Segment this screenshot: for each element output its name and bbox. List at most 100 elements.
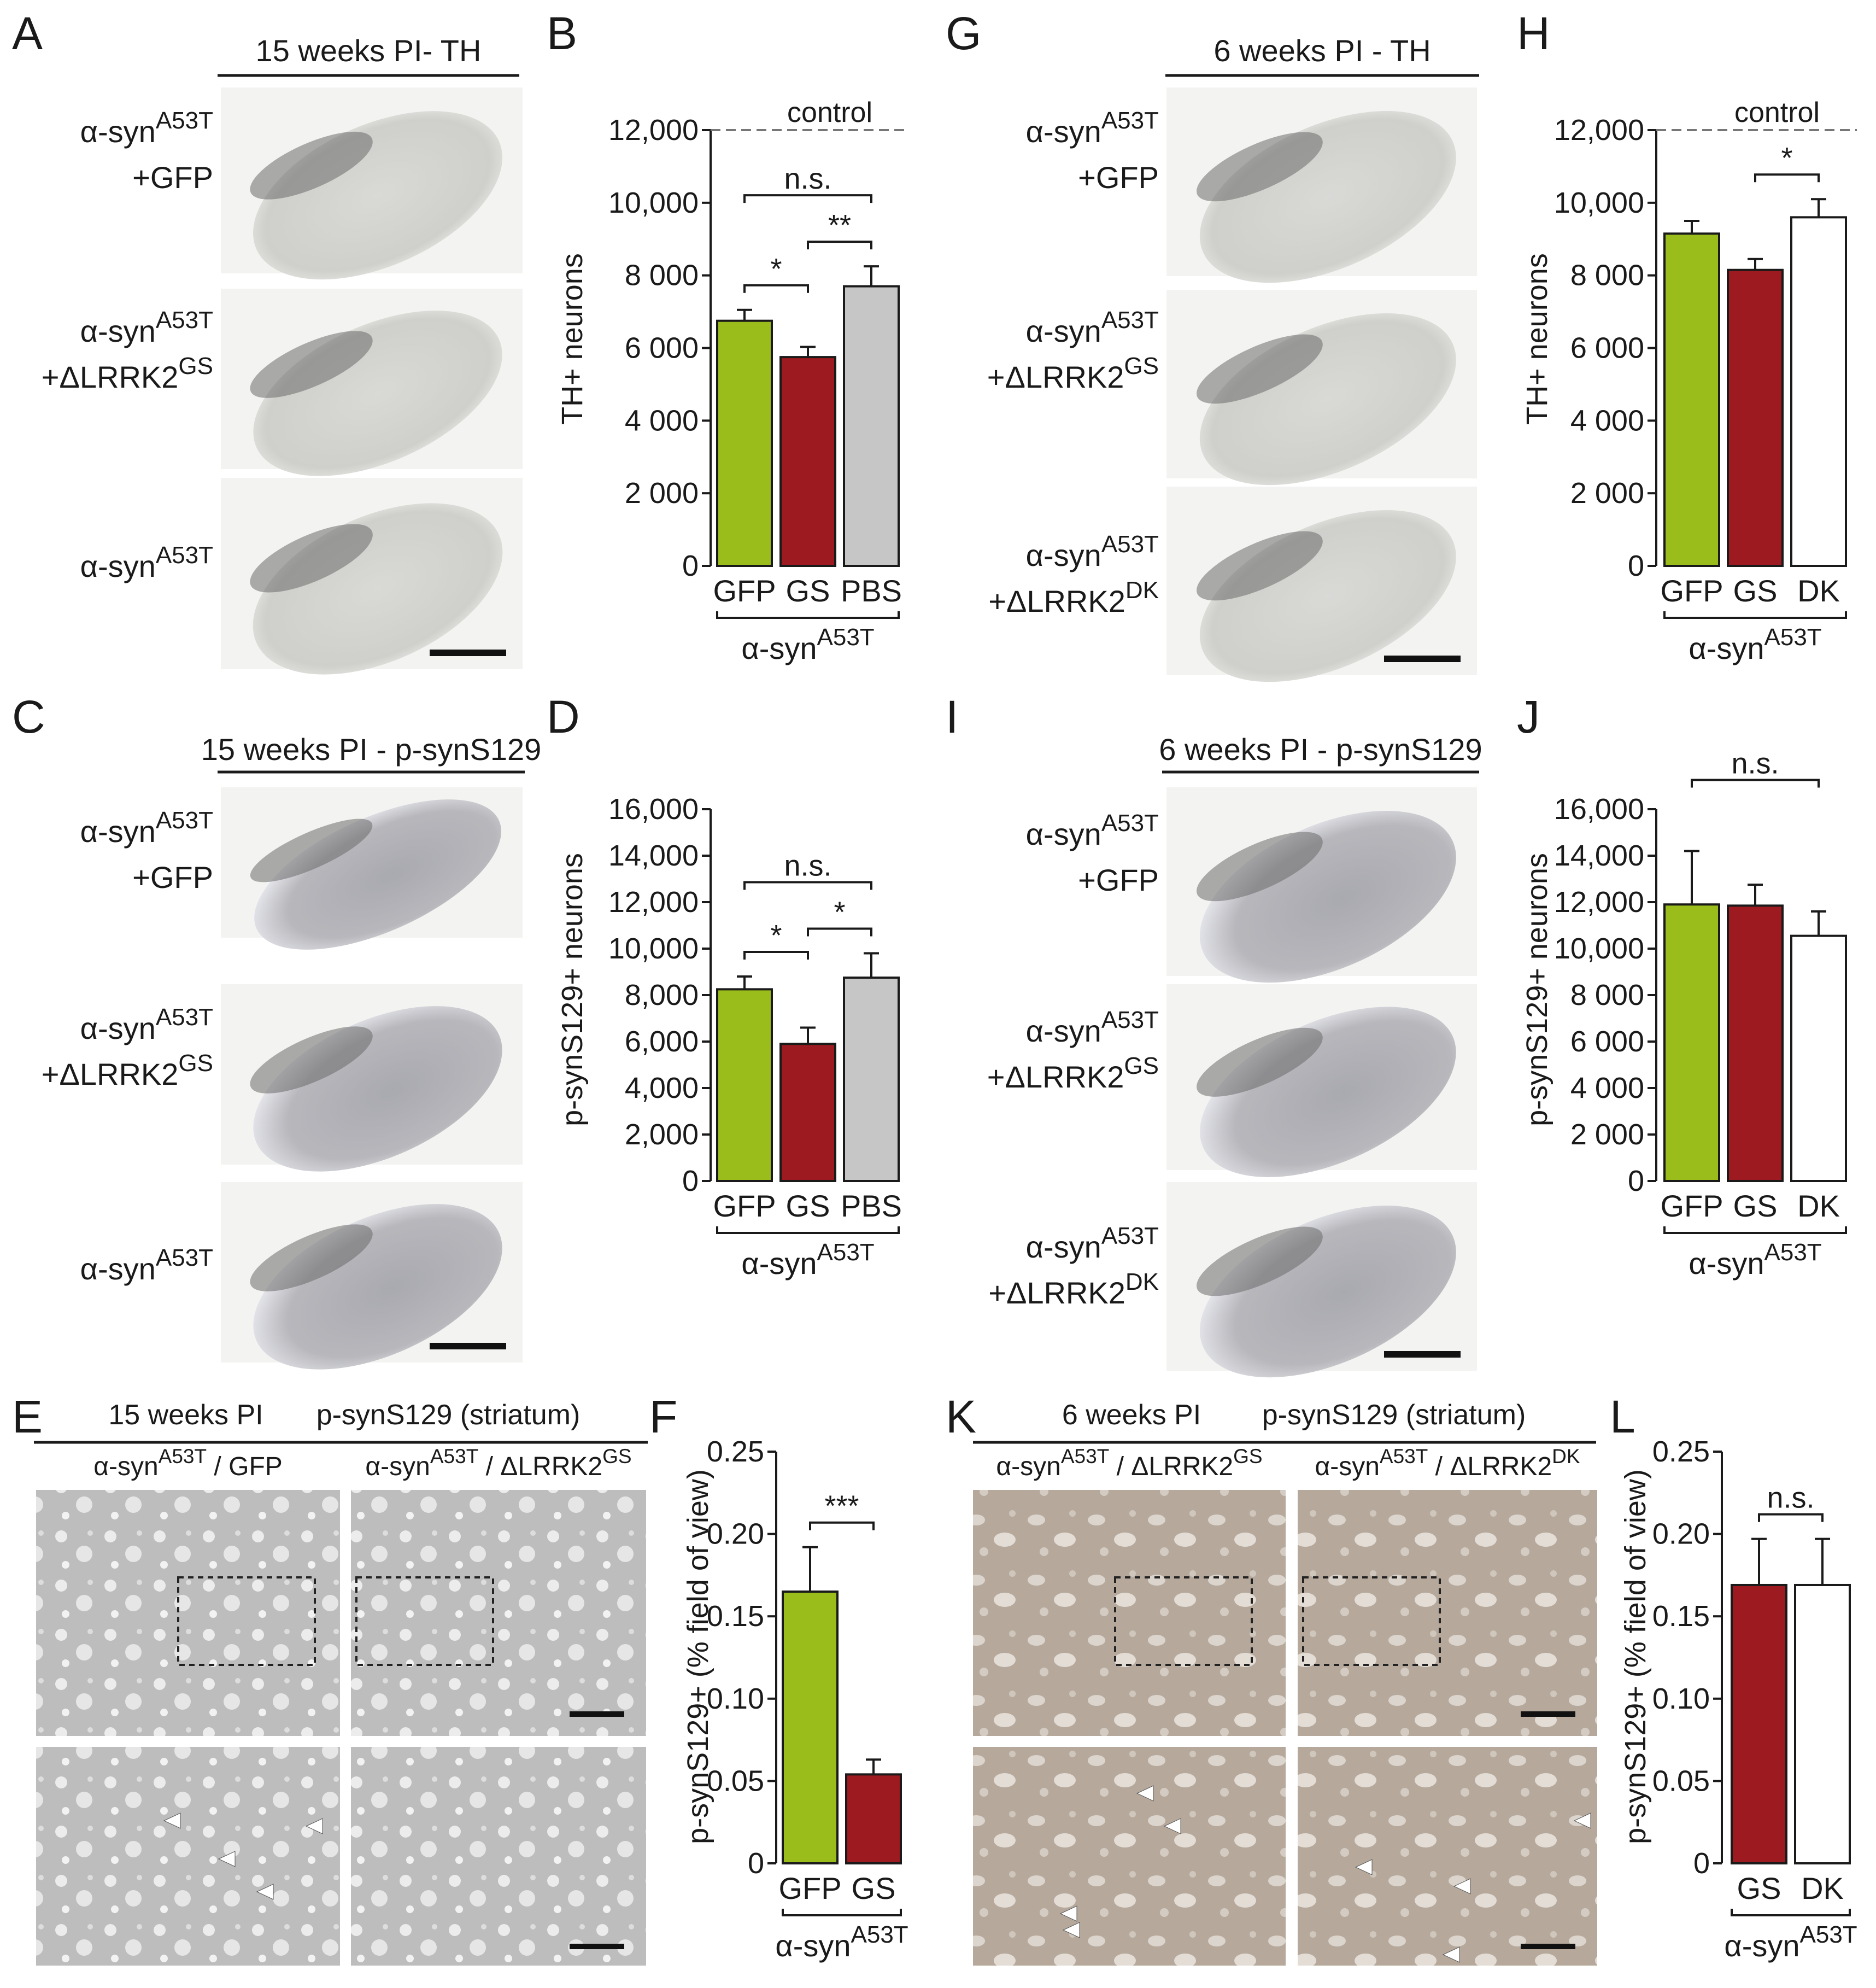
significance-bracket xyxy=(743,194,872,203)
row-label: α-synA53T xyxy=(80,107,213,149)
y-tick-label: 6 000 xyxy=(625,332,699,365)
y-tick-label: 8 000 xyxy=(625,259,699,292)
dense-staining-band xyxy=(250,1026,373,1094)
x-tick-label: GS xyxy=(786,1189,830,1223)
y-tick-label: 12,000 xyxy=(1554,114,1644,147)
panel-letter-l: L xyxy=(1610,1391,1635,1442)
striatum-image xyxy=(1298,1490,1597,1736)
x-tick-label: GS xyxy=(1737,1871,1781,1905)
dense-staining-band xyxy=(1197,1027,1323,1097)
arrowhead-marker xyxy=(1163,1818,1181,1834)
panel-e: E 15 weeks PI p-synS129 (striatum) α-synA53… xyxy=(12,1391,648,1966)
bar-dk xyxy=(1790,216,1847,567)
micrograph-row: α-synA53T +GFP xyxy=(80,787,523,950)
bar-gfp xyxy=(1663,232,1720,568)
control-label: control xyxy=(787,97,872,128)
x-tick-label: GFP xyxy=(713,574,776,608)
y-tick-label: 2 000 xyxy=(1570,1118,1644,1151)
striatum-image xyxy=(36,1490,340,1736)
y-tick-label: 0.20 xyxy=(1652,1518,1710,1551)
row-label: α-synA53T xyxy=(80,307,213,348)
y-tick-label: 0 xyxy=(682,1165,699,1197)
panel-g: G 6 weeks PI - TH α-synA53T +GFP α-synA53T +Δ… xyxy=(946,8,1479,682)
bar-gfp xyxy=(716,319,773,567)
dense-staining-band xyxy=(250,818,373,882)
y-axis-label: p-synS129+ neurons xyxy=(556,853,589,1126)
significance-label: n.s. xyxy=(784,162,831,195)
column-label: α-synA53T / ΔLRRK2GS xyxy=(996,1445,1262,1481)
y-tick-label: 0 xyxy=(748,1847,764,1880)
y-tick-label: 8,000 xyxy=(625,979,699,1011)
group-label: α-synA53T xyxy=(1724,1921,1857,1963)
group-bracket xyxy=(1663,611,1847,619)
dense-staining-band xyxy=(1197,832,1323,902)
panel-letter-i: I xyxy=(946,691,958,742)
striatum-inset-image xyxy=(1298,1747,1597,1966)
y-tick-label: 2,000 xyxy=(625,1118,699,1151)
y-tick-label: 6 000 xyxy=(1570,332,1644,365)
panel-title-g: 6 weeks PI - TH xyxy=(1213,33,1431,68)
dense-staining-band xyxy=(1197,1226,1323,1296)
row-label-line2: +ΔLRRK2DK xyxy=(988,1268,1159,1310)
panel-title-c: 15 weeks PI - p-synS129 xyxy=(201,732,542,767)
y-tick-label: 16,000 xyxy=(608,793,699,826)
inset-box xyxy=(177,1576,316,1666)
significance-bracket xyxy=(807,241,872,250)
arrowhead-marker xyxy=(256,1884,274,1900)
y-axis-label: p-synS129+ (% field of view) xyxy=(1619,1469,1652,1844)
bar-gfp xyxy=(782,1591,839,1865)
micrograph-row: α-synA53T xyxy=(80,478,523,675)
group-bracket xyxy=(716,611,900,619)
y-axis-label: p-synS129+ neurons xyxy=(1521,853,1553,1126)
significance-label: * xyxy=(834,896,845,929)
group-label: α-synA53T xyxy=(1689,624,1821,665)
significance-label: n.s. xyxy=(1731,747,1779,780)
significance-label: * xyxy=(770,253,782,285)
panel-title-a: 15 weeks PI- TH xyxy=(256,33,482,68)
y-tick-label: 0.15 xyxy=(707,1600,764,1633)
y-tick-label: 0 xyxy=(1628,1165,1644,1197)
dense-staining-band xyxy=(250,524,373,593)
micrograph-row: α-synA53T+ΔLRRK2DK xyxy=(988,1182,1477,1378)
significance-bracket xyxy=(743,881,872,890)
y-tick-label: 12,000 xyxy=(608,886,699,919)
x-tick-label: GS xyxy=(852,1871,896,1905)
y-tick-label: 10,000 xyxy=(1554,186,1644,219)
arrowhead-marker xyxy=(305,1818,323,1834)
group-label: α-synA53T xyxy=(741,1239,874,1280)
control-label: control xyxy=(1734,97,1820,128)
significance-bracket xyxy=(1691,779,1820,788)
group-bracket xyxy=(716,1226,900,1234)
significance-bracket xyxy=(807,927,872,937)
y-tick-label: 14,000 xyxy=(1554,839,1644,872)
y-tick-label: 10,000 xyxy=(608,186,699,219)
inset-box xyxy=(1302,1576,1441,1666)
group-label: α-synA53T xyxy=(741,624,874,665)
micrograph-row: α-synA53T +ΔLRRK2GS xyxy=(42,289,523,476)
panel-a: A 15 weeks PI- TH α-synA53T +GFP α-synA53T +Δ… xyxy=(12,8,523,675)
row-label: α-synA53T xyxy=(80,807,213,849)
y-tick-label: 8 000 xyxy=(1570,979,1644,1011)
panel-i: I6 weeks PI - p-synS129α-synA53T+GFPα-sy… xyxy=(946,691,1482,1378)
y-axis-label: TH+ neurons xyxy=(1521,253,1553,425)
bar-pbs xyxy=(843,285,900,567)
panel-letter-h: H xyxy=(1517,8,1550,59)
y-tick-label: 0.05 xyxy=(1652,1764,1710,1797)
inset-box xyxy=(1114,1576,1253,1666)
striatum-image xyxy=(973,1490,1286,1736)
significance-label: n.s. xyxy=(1767,1482,1814,1515)
substantia-nigra-tissue xyxy=(254,799,501,950)
y-tick-label: 0 xyxy=(682,549,699,582)
significance-label: ** xyxy=(828,209,851,242)
y-tick-label: 6 000 xyxy=(1570,1025,1644,1058)
row-label: α-synA53T xyxy=(80,1004,213,1045)
x-tick-label: GS xyxy=(1733,1189,1778,1223)
panel-letter-e: E xyxy=(12,1391,43,1442)
panel-title-left: 6 weeks PI xyxy=(1062,1399,1201,1431)
chart-l: L 0 0.05 0.10 0.15 0.20 0.25p-synS129+ (% fiel… xyxy=(1610,1391,1857,1963)
arrowhead-marker xyxy=(1062,1922,1080,1938)
bar-gs xyxy=(1731,1583,1787,1864)
x-tick-label: PBS xyxy=(841,1189,902,1223)
row-label-line2: +ΔLRRK2GS xyxy=(987,353,1159,394)
bar-gs xyxy=(779,356,836,568)
